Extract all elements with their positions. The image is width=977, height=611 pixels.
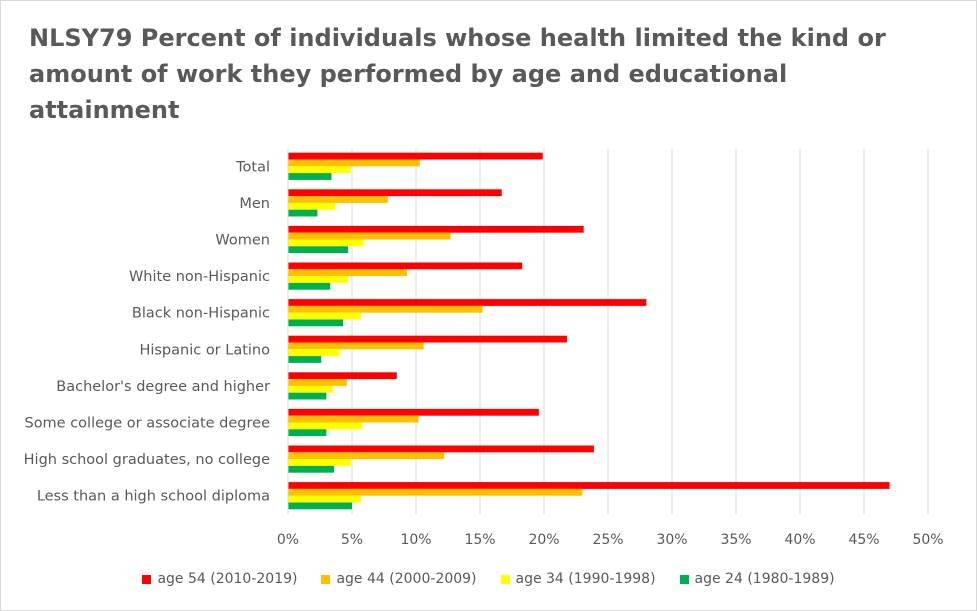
bar [288,422,363,430]
category-label: Less than a high school diploma [37,489,270,505]
bar [288,342,424,350]
legend-swatch [142,574,152,584]
bar [288,372,397,380]
legend-label: age 24 (1980-1989) [694,571,835,587]
bar [288,356,322,363]
bar [288,408,539,416]
bar [288,282,331,290]
bar [288,312,361,320]
bar [288,319,344,327]
bar [288,452,445,460]
category-label: Some college or associate degree [24,416,270,432]
bar [288,415,419,423]
legend-item: age 24 (1980-1989) [679,568,835,590]
bar [288,335,568,343]
bar [288,209,318,217]
bar [288,495,361,503]
x-tick-label: 10% [400,532,431,548]
legend-item: age 54 (2010-2019) [142,568,297,590]
bar [288,189,502,197]
bar [288,246,349,254]
category-label: High school graduates, no college [24,452,270,468]
legend-swatch [679,574,689,584]
legend-label: age 44 (2000-2009) [336,571,477,587]
category-label: Men [239,196,270,212]
bar [288,488,583,496]
bar [288,459,351,466]
category-label: Black non-Hispanic [132,306,270,322]
bar [288,196,388,203]
bar [288,276,349,283]
bar [288,465,335,473]
chart-legend: age 54 (2010-2019) age 44 (2000-2009) age … [0,568,977,590]
category-label: Total [235,159,270,175]
bar [288,349,340,357]
bar [288,225,584,233]
legend-swatch [321,574,331,584]
chart-title: NLSY79 Percent of individuals whose heal… [29,24,886,124]
x-tick-label: 20% [528,532,559,548]
x-tick-label: 15% [464,532,495,548]
x-tick-label: 25% [592,532,623,548]
bar [288,232,451,240]
x-tick-label: 35% [720,532,751,548]
legend-swatch [500,574,510,584]
x-tick-label: 50% [912,532,943,548]
legend-label: age 54 (2010-2019) [157,571,298,587]
bar [288,166,351,174]
bar [288,159,420,167]
category-label: Hispanic or Latino [139,342,270,358]
bar [288,262,523,270]
bar [288,152,543,160]
legend-item: age 34 (1990-1998) [500,568,656,590]
x-tick-label: 40% [784,532,815,548]
x-tick-label: 45% [848,532,879,548]
legend-item: age 44 (2000-2009) [321,568,477,590]
category-label: Women [215,233,270,249]
bar [288,392,327,400]
legend-label: age 34 (1990-1998) [515,571,656,587]
bar [288,305,483,313]
x-tick-label: 30% [656,532,687,548]
bar [288,202,336,210]
bar [288,429,327,437]
x-tick-label: 0% [277,532,299,548]
bar [288,385,333,393]
bar [288,502,352,510]
bar [288,173,332,180]
bar [288,379,347,386]
bar [288,239,364,247]
bar [288,269,408,277]
bar [288,482,890,489]
bar [288,445,594,453]
category-label: Bachelor's degree and higher [56,379,270,395]
bar [288,299,647,306]
category-label: White non-Hispanic [129,269,270,285]
x-tick-label: 5% [341,532,363,548]
